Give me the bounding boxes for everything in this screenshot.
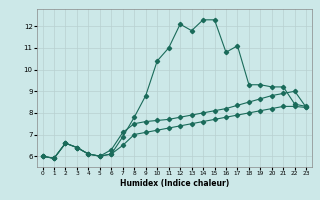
X-axis label: Humidex (Indice chaleur): Humidex (Indice chaleur)	[120, 179, 229, 188]
